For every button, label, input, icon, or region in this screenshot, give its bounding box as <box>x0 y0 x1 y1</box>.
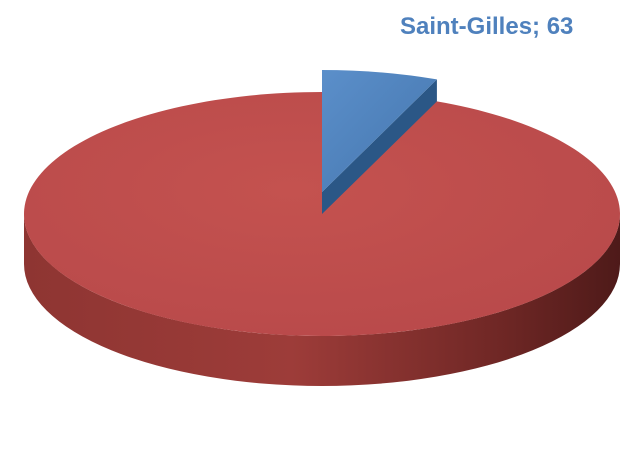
data-label-saint-gilles: Saint-Gilles; 63 <box>400 13 573 40</box>
pie-slice-saint-gilles <box>322 70 437 192</box>
pie-slice-large <box>23 92 620 336</box>
pie-slice-large-side <box>24 214 620 386</box>
